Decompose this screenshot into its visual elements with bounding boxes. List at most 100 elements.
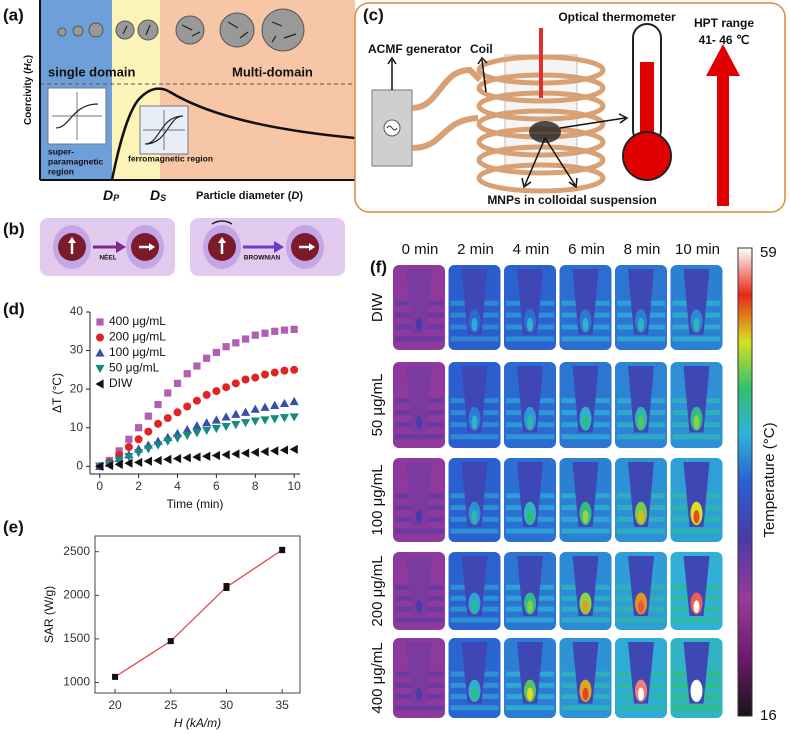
- marker: [261, 370, 269, 379]
- marker: [211, 424, 221, 434]
- hot-core: [527, 415, 533, 430]
- marker: [271, 327, 279, 335]
- tube: [517, 462, 543, 527]
- hot-core: [638, 687, 644, 701]
- colorbar-label: Temperature (°C): [761, 422, 778, 537]
- thermal-image: [559, 458, 612, 542]
- marker: [251, 373, 260, 382]
- marker: [153, 441, 163, 450]
- row-label: 200 μg/mL: [369, 555, 386, 626]
- label: Coil: [470, 42, 493, 56]
- y-tick-label: 20: [70, 381, 84, 395]
- thermal-image: [670, 638, 723, 718]
- colorbar-min: 16: [760, 707, 777, 724]
- thermal-image: [615, 458, 667, 542]
- marker: [125, 435, 133, 443]
- tube: [683, 642, 710, 704]
- hot-core: [693, 510, 700, 524]
- marker: [202, 451, 211, 461]
- image-band: [561, 434, 610, 440]
- mechanism-label: NÉEL: [99, 253, 116, 262]
- hot-core: [582, 415, 589, 430]
- image-band: [450, 336, 499, 342]
- marker: [124, 443, 133, 451]
- marker: [153, 455, 162, 466]
- y-tick-label: 2500: [63, 544, 90, 558]
- marker: [144, 412, 152, 420]
- thermometer-fill: [640, 62, 654, 144]
- x-axis-label: Particle diameter (D): [196, 190, 303, 202]
- coil-lead: [411, 66, 483, 151]
- y-tick-label: 40: [70, 304, 84, 318]
- marker: [279, 398, 290, 408]
- y-tick-label: 1500: [63, 631, 90, 645]
- marker: [172, 453, 182, 464]
- legend-marker: [95, 379, 104, 389]
- image-band: [395, 617, 443, 623]
- image-band: [617, 705, 665, 711]
- image-band: [561, 617, 610, 623]
- column-label: 8 min: [624, 241, 661, 258]
- tube: [572, 556, 599, 616]
- tube: [517, 366, 543, 433]
- legend-marker: [96, 333, 104, 342]
- marker: [222, 383, 231, 392]
- marker: [261, 329, 269, 337]
- thermal-image: [670, 552, 723, 630]
- thermal-image: [504, 552, 556, 630]
- thermal-image: [448, 458, 501, 542]
- hot-core: [471, 687, 478, 701]
- spin-arrows: [122, 21, 297, 43]
- dp-label: DP: [103, 187, 120, 204]
- tube: [517, 642, 543, 704]
- image-band: [672, 528, 721, 534]
- marker: [231, 379, 240, 388]
- marker: [182, 453, 191, 463]
- x-tick-label: 4: [174, 479, 181, 493]
- thermal-image: [504, 265, 556, 350]
- legend-marker: [95, 348, 105, 357]
- marker: [223, 584, 230, 591]
- marker: [183, 402, 192, 411]
- image-band: [395, 336, 443, 342]
- arrow: [116, 241, 126, 253]
- image-band: [506, 528, 554, 534]
- y-tick-label: 2000: [63, 587, 90, 601]
- image-band: [561, 336, 610, 342]
- panel-a: (a) single domain Multi-domain super- pa…: [3, 0, 355, 203]
- marker: [203, 354, 211, 362]
- hot-core: [638, 510, 644, 524]
- panel-f: (f) 59 16 Temperature (°C): [370, 244, 778, 724]
- marker: [212, 348, 220, 357]
- panel-label: (e): [3, 517, 24, 536]
- coercivity-curve: [110, 87, 355, 180]
- image-band: [395, 434, 443, 440]
- marker: [289, 396, 299, 406]
- x-tick-label: 0: [96, 479, 103, 493]
- hot-core: [527, 317, 533, 332]
- region-label: single domain: [48, 64, 135, 79]
- x-tick-label: 30: [220, 698, 234, 712]
- tube: [461, 556, 488, 616]
- marker: [114, 459, 123, 469]
- image-band: [672, 705, 721, 711]
- image-band: [561, 528, 610, 534]
- marker: [250, 417, 260, 426]
- image-band: [617, 528, 665, 534]
- arrow: [274, 241, 284, 253]
- thermal-image: [393, 362, 445, 448]
- marker: [134, 457, 143, 468]
- column-label: 6 min: [568, 241, 605, 258]
- thermal-image: [504, 458, 556, 542]
- tube: [406, 556, 432, 616]
- hot-core: [416, 687, 422, 701]
- thermal-image: [393, 265, 445, 350]
- thermal-image: [504, 638, 556, 718]
- tube: [572, 642, 599, 704]
- marker: [202, 426, 212, 436]
- marker: [290, 325, 298, 333]
- thermal-image: [559, 552, 612, 630]
- marker: [104, 460, 114, 471]
- row-label: 100 μg/mL: [369, 464, 386, 535]
- marker: [289, 444, 298, 454]
